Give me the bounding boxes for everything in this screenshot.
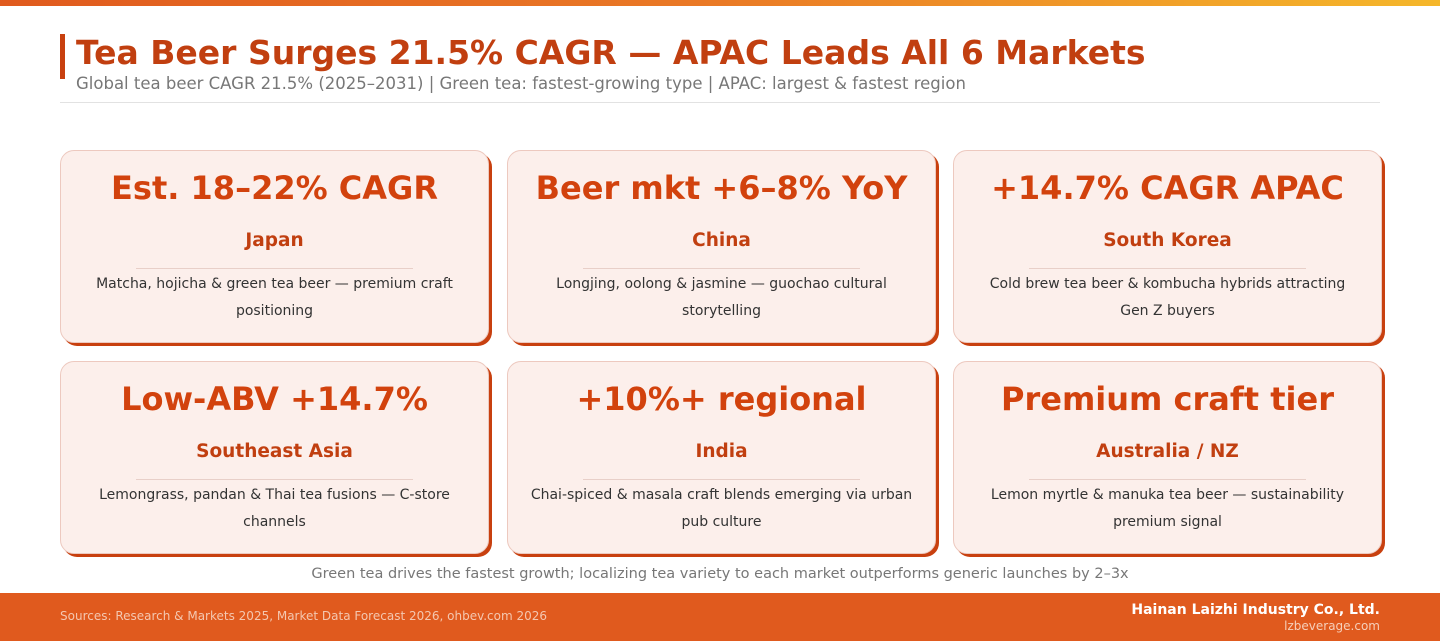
- card-divider: [1029, 479, 1306, 480]
- card-description: Chai-spiced & masala craft blends emergi…: [530, 487, 913, 530]
- card-divider: [583, 479, 860, 480]
- card-divider: [136, 479, 413, 480]
- market-card-india: +10%+ regional India Chai-spiced & masal…: [507, 361, 936, 554]
- card-divider: [136, 268, 413, 269]
- page-subtitle: Global tea beer CAGR 21.5% (2025–2031) |…: [76, 74, 966, 93]
- card-description: Lemongrass, pandan & Thai tea fusions — …: [99, 487, 450, 530]
- card-region: China: [692, 230, 751, 251]
- card-description: Matcha, hojicha & green tea beer — premi…: [96, 276, 453, 319]
- market-card-china: Beer mkt +6–8% YoY China Longjing, oolon…: [507, 150, 936, 343]
- card-divider: [583, 268, 860, 269]
- sources-text: Sources: Research & Markets 2025, Market…: [60, 609, 548, 623]
- card-description: Lemon myrtle & manuka tea beer — sustain…: [990, 487, 1345, 530]
- page-title: Tea Beer Surges 21.5% CAGR — APAC Leads …: [76, 33, 1146, 72]
- card-region: South Korea: [1103, 230, 1232, 251]
- card-region: Japan: [245, 230, 304, 251]
- page-header: Tea Beer Surges 21.5% CAGR — APAC Leads …: [60, 34, 1380, 103]
- market-card-southeast-asia: Low-ABV +14.7% Southeast Asia Lemongrass…: [60, 361, 489, 554]
- card-metric: Beer mkt +6–8% YoY: [535, 169, 908, 207]
- company-website: lzbeverage.com: [1284, 619, 1380, 633]
- card-metric: +10%+ regional: [576, 380, 867, 418]
- card-description: Longjing, oolong & jasmine — guochao cul…: [556, 276, 887, 319]
- card-metric: +14.7% CAGR APAC: [991, 169, 1344, 207]
- market-card-australia-nz: Premium craft tier Australia / NZ Lemon …: [953, 361, 1382, 554]
- card-metric: Est. 18–22% CAGR: [111, 169, 438, 207]
- market-card-japan: Est. 18–22% CAGR Japan Matcha, hojicha &…: [60, 150, 489, 343]
- company-name: Hainan Laizhi Industry Co., Ltd.: [1131, 602, 1380, 618]
- card-description: Cold brew tea beer & kombucha hybrids at…: [989, 276, 1346, 319]
- card-divider: [1029, 268, 1306, 269]
- title-accent-bar: [60, 34, 65, 79]
- card-metric: Low-ABV +14.7%: [121, 380, 428, 418]
- card-region: Australia / NZ: [1096, 441, 1239, 462]
- top-accent-bar: [0, 0, 1440, 6]
- footnote: Green tea drives the fastest growth; loc…: [311, 566, 1129, 582]
- card-region: India: [695, 441, 748, 462]
- page-footer: Sources: Research & Markets 2025, Market…: [0, 593, 1440, 641]
- market-card-south-korea: +14.7% CAGR APAC South Korea Cold brew t…: [953, 150, 1382, 343]
- card-metric: Premium craft tier: [1001, 380, 1334, 418]
- card-region: Southeast Asia: [196, 441, 353, 462]
